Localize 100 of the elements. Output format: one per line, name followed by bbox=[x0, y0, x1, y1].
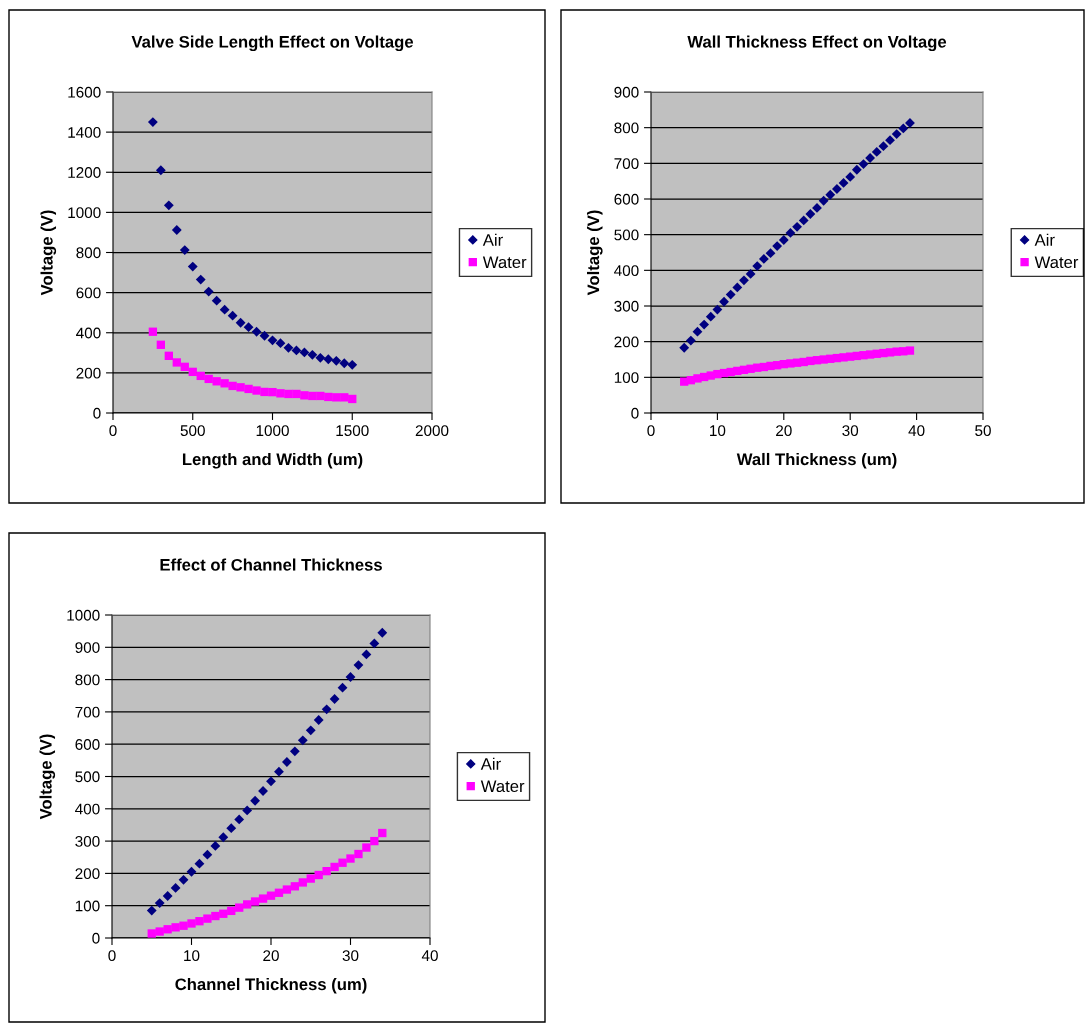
point bbox=[354, 849, 363, 859]
x-tick-label: 40 bbox=[421, 950, 438, 962]
point bbox=[739, 275, 749, 286]
y-tick-label: 100 bbox=[75, 900, 100, 912]
chart-title: Wall Thickness Effect on Voltage bbox=[687, 35, 947, 52]
y-tick-label: 800 bbox=[614, 122, 639, 134]
point bbox=[340, 393, 349, 402]
point bbox=[219, 909, 228, 918]
point bbox=[778, 235, 789, 245]
point bbox=[186, 866, 197, 877]
point bbox=[227, 310, 238, 321]
point bbox=[313, 715, 324, 725]
point bbox=[258, 894, 268, 903]
point bbox=[332, 393, 341, 402]
x-tick-label: 1000 bbox=[256, 425, 289, 437]
legend-label: Water bbox=[1034, 256, 1079, 269]
point bbox=[195, 274, 206, 285]
point bbox=[218, 832, 229, 843]
point bbox=[692, 326, 703, 337]
y-tick-label: 200 bbox=[614, 336, 639, 348]
point bbox=[792, 221, 802, 232]
y-tick-label: 600 bbox=[75, 739, 100, 750]
point bbox=[274, 888, 284, 897]
point bbox=[865, 350, 875, 359]
point bbox=[291, 345, 302, 356]
x-tick-label: 30 bbox=[342, 950, 359, 962]
point bbox=[679, 342, 690, 353]
x-tick-label: 10 bbox=[710, 425, 726, 437]
x-tick-label: 0 bbox=[108, 950, 116, 962]
point bbox=[154, 898, 165, 909]
point bbox=[378, 828, 387, 838]
x-tick-label: 30 bbox=[842, 425, 859, 437]
point bbox=[251, 326, 262, 337]
point bbox=[785, 227, 796, 238]
y-tick-label: 0 bbox=[92, 932, 100, 944]
point bbox=[227, 906, 236, 916]
point bbox=[187, 261, 198, 272]
point bbox=[188, 367, 197, 377]
point bbox=[267, 335, 278, 346]
y-tick-label: 200 bbox=[75, 868, 100, 880]
point bbox=[353, 660, 364, 670]
point bbox=[236, 383, 245, 392]
point bbox=[812, 203, 822, 213]
point bbox=[719, 296, 729, 307]
point bbox=[299, 347, 310, 358]
x-tick-label: 0 bbox=[109, 425, 117, 437]
y-axis-title: Voltage (V) bbox=[39, 734, 56, 820]
point bbox=[865, 153, 876, 163]
point bbox=[905, 346, 915, 355]
point bbox=[705, 311, 716, 322]
point bbox=[243, 322, 254, 333]
point bbox=[244, 384, 253, 394]
x-tick-label: 0 bbox=[647, 425, 655, 437]
x-axis-title: Channel Thickness (um) bbox=[175, 977, 367, 994]
point bbox=[155, 927, 164, 936]
point bbox=[838, 178, 849, 188]
y-tick-label: 600 bbox=[76, 287, 101, 299]
point bbox=[148, 327, 158, 336]
legend-label: Water bbox=[480, 780, 525, 793]
point bbox=[170, 883, 181, 893]
point bbox=[268, 387, 277, 397]
point bbox=[274, 766, 284, 777]
point bbox=[885, 135, 895, 146]
point bbox=[348, 394, 357, 404]
x-tick-label: 50 bbox=[975, 425, 991, 437]
point bbox=[234, 814, 245, 825]
point bbox=[832, 184, 842, 194]
point bbox=[752, 261, 763, 271]
y-tick-label: 1000 bbox=[68, 207, 101, 219]
x-tick-label: 40 bbox=[908, 425, 925, 437]
point bbox=[290, 882, 300, 891]
x-tick-label: 500 bbox=[180, 425, 205, 437]
point bbox=[871, 147, 882, 157]
legend-label: Air bbox=[1034, 233, 1055, 246]
x-tick-label: 2000 bbox=[415, 425, 449, 437]
y-tick-label: 300 bbox=[614, 300, 639, 312]
x-tick-label: 10 bbox=[184, 950, 200, 962]
point bbox=[321, 704, 332, 715]
point bbox=[178, 874, 189, 885]
point bbox=[337, 682, 348, 693]
point bbox=[226, 823, 237, 834]
y-axis-title: Voltage (V) bbox=[586, 210, 603, 296]
y-tick-label: 700 bbox=[614, 158, 639, 170]
point bbox=[330, 862, 339, 872]
point bbox=[266, 776, 276, 787]
point bbox=[851, 164, 862, 175]
point bbox=[298, 878, 307, 887]
point bbox=[712, 304, 723, 315]
point bbox=[765, 248, 776, 259]
point bbox=[171, 225, 182, 235]
point bbox=[259, 330, 270, 341]
y-tick-label: 1600 bbox=[68, 86, 101, 98]
point bbox=[203, 286, 214, 297]
point bbox=[323, 354, 334, 365]
point bbox=[846, 352, 855, 361]
y-tick-label: 900 bbox=[614, 86, 639, 98]
point bbox=[164, 351, 173, 360]
point bbox=[204, 374, 213, 384]
x-tick-label: 20 bbox=[776, 425, 792, 437]
legend-label: Water bbox=[482, 256, 527, 269]
